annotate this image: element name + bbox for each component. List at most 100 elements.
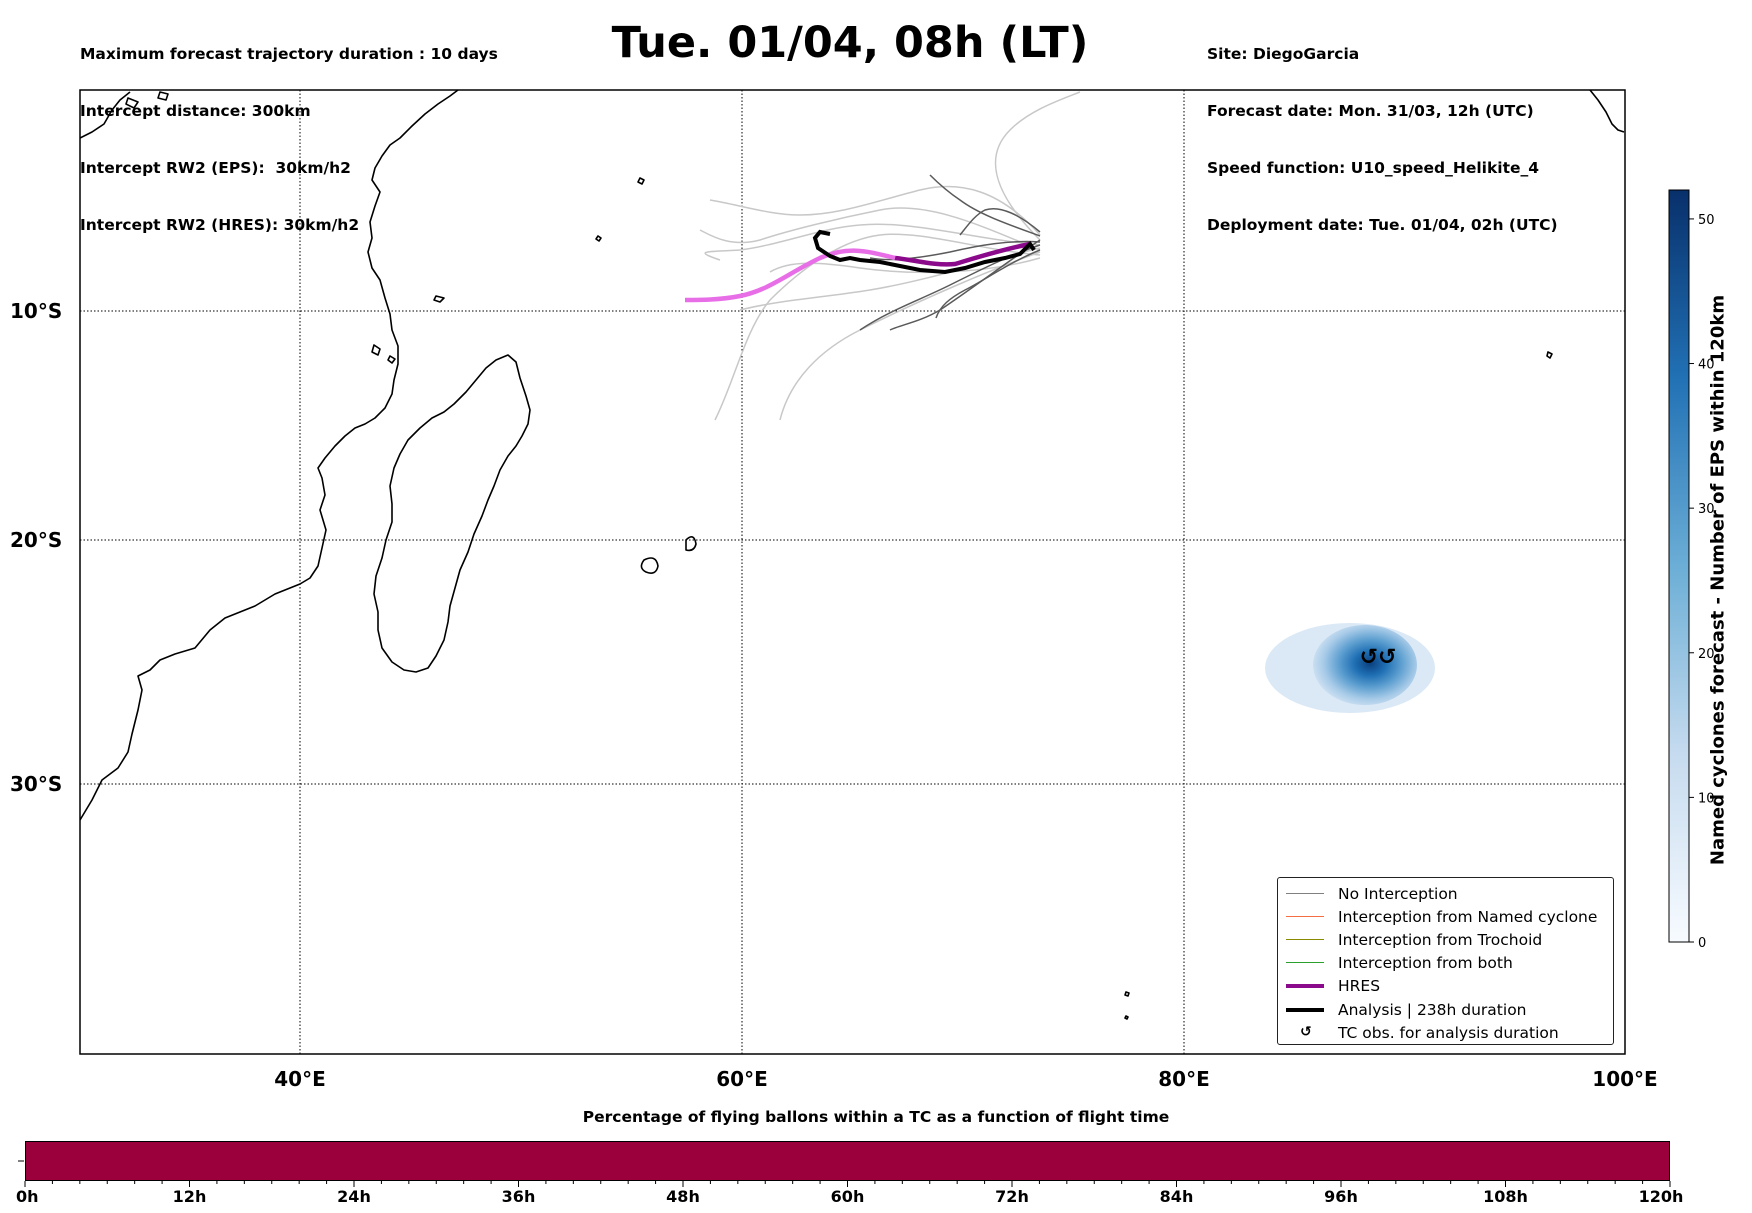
legend-label: HRES [1338,977,1381,996]
colorbar-tick-label: 0 [1698,936,1706,951]
coast-india-tip [1589,90,1625,133]
lon-label-100e: 100°E [1592,1067,1657,1091]
hres-trajectory-faded [684,248,896,303]
lon-label-60e: 60°E [716,1067,768,1091]
legend-swatch [1284,888,1326,900]
ens-track [994,91,1081,241]
coast-island-south-1 [1124,991,1130,997]
legend-item: No Interception [1284,882,1607,905]
colorbar-tick-label: 30 [1698,502,1715,517]
coast-reunion [640,557,659,574]
legend-label: No Interception [1338,884,1458,903]
coastlines [80,90,1625,1020]
legend-swatch [1284,1004,1326,1016]
cyclone-symbol-icon: ↺ [1300,1023,1312,1040]
coast-arabia-islands [125,91,169,109]
header-deployment-date: Deployment date: Tue. 01/04, 02h (UTC) [1207,216,1558,234]
timebar [25,1141,1670,1181]
coast-africa [80,90,459,821]
ens-track-dark [935,249,1041,319]
header-speed-function: Speed function: U10_speed_Helikite_4 [1207,159,1540,177]
legend-swatch [1284,957,1326,969]
coast-madagascar [373,354,531,673]
colorbar-ticks: 0 10 20 30 40 50 [1689,213,1715,951]
header-info-right: Site: DiegoGarcia Forecast date: Mon. 31… [1207,7,1558,254]
ensemble-trajectories-light [699,91,1081,421]
map-frame [79,89,1626,1055]
coast-africa-horn-edge [80,91,131,139]
map-title: Tue. 01/04, 08h (LT) [611,18,1089,68]
legend-swatch [1284,980,1326,992]
hres-trajectory [894,241,1031,267]
timebar-tick-label: 36h [501,1187,536,1206]
density-colorbar: 0 10 20 30 40 50 [1668,189,1715,951]
lat-label-20s: 20°S [10,528,62,552]
lat-label-30s: 30°S [10,772,62,796]
map-area: ↺↺ [80,90,1625,1054]
timebar-tick-label: 12h [172,1187,207,1206]
lon-labels: 40°E 60°E 80°E 100°E [274,1067,1657,1091]
colorbar-tick-label: 50 [1698,213,1715,228]
legend-label: TC obs. for analysis duration [1338,1023,1559,1042]
lat-label-10s: 10°S [10,299,62,323]
legend-item: Interception from both [1284,952,1607,975]
colorbar-tick-label: 40 [1698,358,1715,373]
header-forecast-date: Forecast date: Mon. 31/03, 12h (UTC) [1207,102,1534,120]
header-info-left: Maximum forecast trajectory duration : 1… [80,7,498,254]
legend-item: Interception from Trochoid [1284,928,1607,951]
coast-island-east [1546,351,1553,359]
coast-seychelles-2 [595,235,602,242]
header-intercept-eps: Intercept RW2 (EPS): 30km/h2 [80,159,351,177]
colorbar-tick-label: 10 [1698,791,1715,806]
legend-label: Analysis | 238h duration [1338,1000,1527,1019]
lat-labels: 10°S 20°S 30°S [10,299,62,796]
legend-label: Interception from Trochoid [1338,930,1543,949]
timebar-title: Percentage of flying ballons within a TC… [582,1108,1170,1126]
coast-comoros-1 [371,344,381,356]
coast-comoros-2 [387,355,396,364]
header-intercept-distance: Intercept distance: 300km [80,102,311,120]
timebar-tick-label: 96h [1324,1187,1358,1206]
legend-label: Interception from Named cyclone [1338,907,1598,926]
legend-swatch: ↺ [1284,1023,1326,1040]
legend-item: ↺ TC obs. for analysis duration [1284,1021,1607,1044]
density-core [1313,625,1417,705]
legend-swatch [1284,911,1326,923]
legend-swatch [1284,934,1326,946]
lon-label-80e: 80°E [1158,1067,1210,1091]
legend-item: Analysis | 238h duration [1284,998,1607,1021]
ens-track-dark [869,240,1041,261]
timebar-tick-label: 24h [337,1187,371,1206]
ens-track [699,207,1041,251]
header-site: Site: DiegoGarcia [1207,45,1360,63]
header-intercept-hres: Intercept RW2 (HRES): 30km/h2 [80,216,360,234]
timebar-tick-label: 0h [16,1187,39,1206]
timebar-tick-label: 84h [1159,1187,1194,1206]
legend-item: HRES [1284,975,1607,998]
cyclone-density [1265,623,1435,713]
legend-label: Interception from both [1338,954,1513,973]
ens-track-dark [929,174,1041,237]
timebar-tick-label: 60h [830,1187,865,1206]
coast-aldabra [433,295,445,303]
timebar-tick-label: 108h [1483,1187,1528,1206]
coast-seychelles-1 [637,177,645,185]
colorbar-gradient [1668,189,1690,943]
ens-track [709,185,1041,236]
lon-label-40e: 40°E [274,1067,326,1091]
timebar-tick-label: 48h [666,1187,700,1206]
colorbar-tick-label: 20 [1698,647,1715,662]
timebar-tick-label: 72h [995,1187,1029,1206]
timebar-tick-label: 120h [1638,1187,1684,1206]
map-legend: No Interception Interception from Named c… [1277,877,1614,1045]
coast-mauritius [685,536,697,552]
coast-island-south-2 [1124,1015,1129,1020]
tc-obs-icon: ↺↺ [1360,645,1397,670]
ens-track-dark [959,208,1041,236]
header-trajectory-duration: Maximum forecast trajectory duration : 1… [80,45,498,63]
legend-item: Interception from Named cyclone [1284,905,1607,928]
ens-track [769,257,1041,274]
analysis-trajectory [812,229,1036,275]
